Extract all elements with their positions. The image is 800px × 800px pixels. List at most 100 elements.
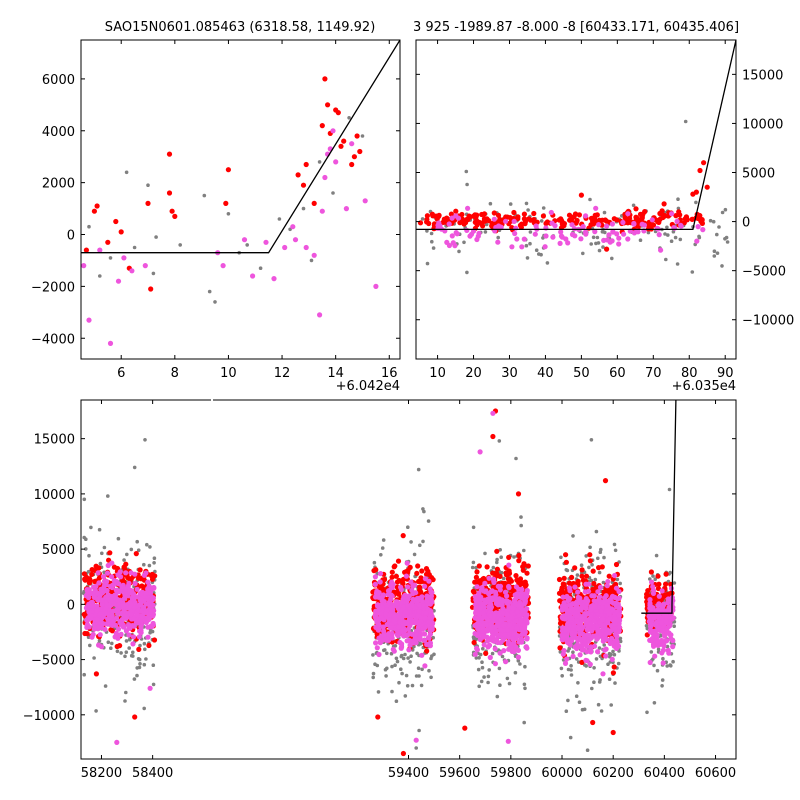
data-point bbox=[100, 614, 106, 620]
data-point bbox=[580, 224, 586, 230]
data-point bbox=[612, 542, 617, 547]
data-point bbox=[663, 571, 669, 577]
data-point bbox=[596, 556, 600, 561]
data-point bbox=[590, 686, 594, 691]
data-point bbox=[477, 656, 481, 660]
data-point bbox=[514, 456, 518, 461]
data-point bbox=[528, 241, 532, 246]
data-point bbox=[475, 626, 481, 632]
x-tick-label: 8 bbox=[171, 366, 179, 381]
data-point bbox=[149, 594, 155, 600]
data-point bbox=[127, 646, 131, 650]
data-point bbox=[130, 615, 136, 622]
y-tick-label: 0 bbox=[67, 229, 75, 244]
data-point bbox=[564, 709, 569, 713]
data-point bbox=[524, 570, 530, 576]
data-point bbox=[474, 569, 480, 575]
data-point bbox=[518, 224, 525, 230]
data-point bbox=[622, 215, 628, 221]
data-point bbox=[618, 581, 622, 586]
y-tick-label: 4000 bbox=[42, 125, 75, 140]
data-point bbox=[387, 592, 394, 598]
data-point bbox=[606, 662, 610, 666]
data-point bbox=[95, 590, 101, 596]
data-point bbox=[124, 639, 129, 643]
data-point bbox=[317, 312, 323, 318]
data-point bbox=[606, 232, 612, 238]
data-point bbox=[605, 620, 611, 626]
data-point bbox=[149, 624, 155, 630]
data-point bbox=[613, 681, 617, 685]
x-tick-label: 90 bbox=[717, 366, 734, 381]
data-point bbox=[480, 665, 485, 670]
data-point bbox=[97, 247, 103, 253]
data-point bbox=[607, 677, 612, 681]
data-point bbox=[151, 663, 156, 667]
data-point bbox=[152, 561, 156, 565]
data-point bbox=[400, 621, 406, 627]
data-point bbox=[147, 603, 153, 609]
data-point bbox=[418, 589, 424, 595]
data-point bbox=[412, 552, 417, 557]
data-point bbox=[136, 657, 141, 661]
data-point bbox=[656, 581, 662, 587]
data-point bbox=[569, 668, 573, 672]
data-point bbox=[145, 200, 151, 206]
data-point bbox=[569, 673, 574, 677]
x-tick-label: 6 bbox=[117, 366, 125, 381]
data-point bbox=[471, 525, 476, 530]
data-point bbox=[87, 553, 91, 558]
data-point bbox=[134, 612, 140, 619]
data-point bbox=[412, 634, 418, 641]
data-point bbox=[436, 213, 442, 219]
data-point bbox=[570, 635, 576, 641]
data-point bbox=[654, 225, 660, 231]
data-point bbox=[137, 596, 144, 602]
data-point bbox=[607, 628, 613, 634]
data-point bbox=[588, 222, 594, 228]
data-point bbox=[501, 648, 507, 654]
data-point bbox=[202, 193, 207, 198]
data-point bbox=[142, 562, 146, 567]
data-point bbox=[471, 635, 476, 639]
data-point bbox=[695, 224, 701, 230]
data-point bbox=[473, 574, 479, 581]
data-point bbox=[258, 266, 263, 271]
data-point bbox=[668, 636, 674, 642]
data-point bbox=[586, 581, 592, 587]
data-point bbox=[420, 217, 425, 221]
data-point bbox=[541, 206, 546, 210]
data-point bbox=[129, 547, 134, 552]
data-point bbox=[653, 577, 657, 581]
data-point bbox=[395, 591, 401, 597]
data-point bbox=[610, 640, 616, 646]
data-point bbox=[591, 235, 596, 240]
data-point bbox=[615, 642, 621, 648]
data-point bbox=[111, 564, 117, 570]
data-point bbox=[388, 625, 394, 631]
data-point bbox=[606, 573, 612, 579]
data-point bbox=[333, 159, 339, 165]
data-point bbox=[300, 182, 307, 188]
data-point bbox=[429, 231, 434, 236]
data-point bbox=[502, 621, 508, 628]
data-point bbox=[414, 570, 420, 577]
data-point bbox=[86, 624, 92, 630]
data-point bbox=[584, 626, 591, 632]
data-point bbox=[389, 574, 395, 580]
data-point bbox=[87, 224, 91, 229]
data-point bbox=[642, 209, 648, 215]
data-point bbox=[375, 714, 381, 720]
data-point bbox=[572, 584, 578, 590]
data-point bbox=[417, 584, 423, 590]
data-point bbox=[91, 208, 97, 214]
data-point bbox=[424, 213, 430, 219]
data-point bbox=[223, 200, 229, 206]
data-point bbox=[678, 222, 684, 228]
data-point bbox=[81, 263, 87, 269]
data-point bbox=[419, 568, 425, 574]
data-point bbox=[521, 236, 527, 242]
data-point bbox=[479, 211, 485, 218]
data-point bbox=[665, 664, 669, 668]
data-point bbox=[503, 218, 509, 224]
